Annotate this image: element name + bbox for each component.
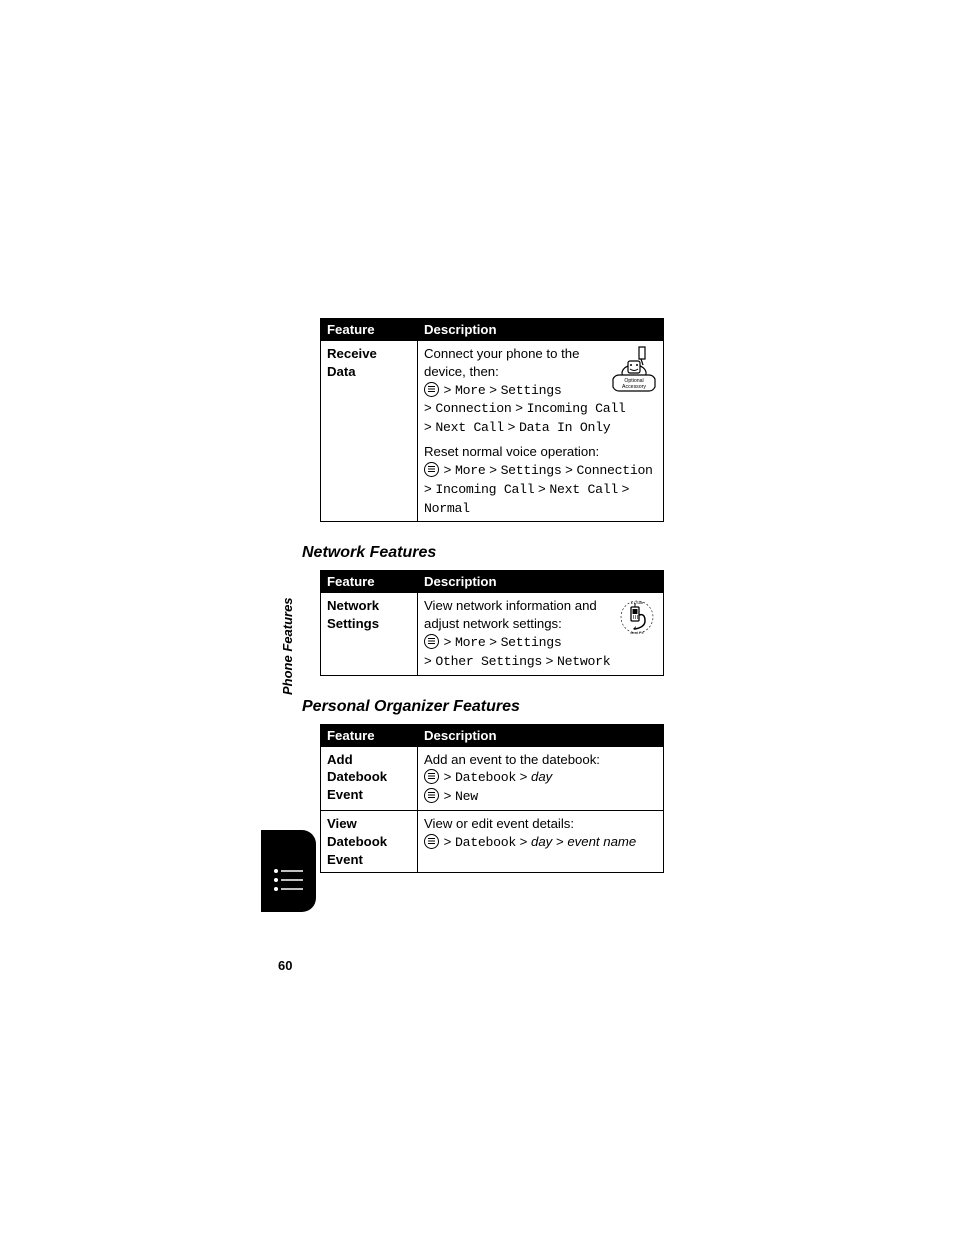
nav: Connection [577,463,653,478]
gt: > [444,382,452,397]
list-icon [273,868,305,894]
nav-var: day [531,834,552,849]
gt: > [622,481,630,496]
gt: > [444,769,452,784]
gt: > [520,834,528,849]
gt: > [424,481,432,496]
content-area: Feature Description Receive Data [320,318,664,873]
nav: More [455,635,485,650]
network-table: Feature Description Network Settings k /… [320,570,664,675]
nav: Settings [501,383,562,398]
page: Phone Features 60 Feature Description Re… [0,0,954,1235]
text: Event [327,852,363,867]
gt: > [546,653,554,668]
section-title-organizer: Personal Organizer Features [302,698,664,716]
gt: > [538,481,546,496]
section-title-network: Network Features [302,544,664,562]
th-description: Description [418,724,664,746]
svg-text:k / Sub: k / Sub [631,600,644,605]
text: Datebook [327,769,387,784]
th-feature: Feature [321,319,418,341]
menu-icon [424,634,439,649]
text: Network [327,598,379,613]
gt: > [515,400,523,415]
nav-var: day [531,769,552,784]
th-feature: Feature [321,724,418,746]
text: Datebook [327,834,387,849]
feature-cell: Add Datebook Event [321,746,418,810]
menu-icon [424,462,439,477]
sidebar-tab [261,830,316,912]
nav: Connection [435,401,511,416]
nav: More [455,383,485,398]
gt: > [508,419,516,434]
nav: Next Call [549,482,618,497]
gt: > [489,382,497,397]
nav: Incoming Call [435,482,534,497]
nav: Settings [501,463,562,478]
th-description: Description [418,571,664,593]
gt: > [444,462,452,477]
nav: Datebook [455,770,516,785]
menu-icon [424,834,439,849]
text: Add [327,752,353,767]
description-cell: View or edit event details: > Datebook >… [418,811,664,873]
gt: > [520,769,528,784]
nav-var: event name [567,834,636,849]
gt: > [444,634,452,649]
network-dependent-badge: k / Sub dent Fe [617,597,657,642]
th-feature: Feature [321,571,418,593]
text: Connect your phone to the device, then: [424,346,579,379]
gt: > [444,788,452,803]
text: View [327,816,357,831]
menu-icon [424,382,439,397]
text: Settings [327,616,379,631]
text: Data [327,364,356,379]
feature-cell: Network Settings [321,593,418,675]
text: Reset normal voice operation: [424,444,599,459]
gt: > [489,462,497,477]
menu-icon [424,769,439,784]
gt: > [424,400,432,415]
gt: > [565,462,573,477]
feature-cell: Receive Data [321,341,418,522]
gt: > [424,653,432,668]
page-number: 60 [278,958,292,973]
optional-accessory-badge: Optional Accessory [611,345,657,393]
feature-cell: View Datebook Event [321,811,418,873]
nav: New [455,789,478,804]
nav: Network [557,654,610,669]
text: Receive [327,346,377,361]
organizer-table: Feature Description Add Datebook Event A… [320,724,664,874]
nav: Incoming Call [527,401,626,416]
nav: More [455,463,485,478]
receive-data-table: Feature Description Receive Data [320,318,664,522]
svg-text:dent Fe: dent Fe [630,630,644,635]
description-cell: Add an event to the datebook: > Datebook… [418,746,664,810]
gt: > [444,834,452,849]
nav: Normal [424,501,470,516]
nav: Settings [501,635,562,650]
text: Add an event to the datebook: [424,752,600,767]
gt: > [556,834,564,849]
text: Event [327,787,363,802]
text: View or edit event details: [424,816,574,831]
nav: Next Call [435,420,504,435]
nav: Data In Only [519,420,610,435]
description-cell: Optional Accessory Connect your phone to… [418,341,664,522]
th-description: Description [418,319,664,341]
gt: > [424,419,432,434]
menu-icon [424,788,439,803]
description-cell: k / Sub dent Fe View network information… [418,593,664,675]
sidebar-section-label: Phone Features [280,597,295,695]
nav: Other Settings [435,654,542,669]
text: View network information and adjust netw… [424,598,597,631]
gt: > [489,634,497,649]
nav: Datebook [455,835,516,850]
svg-text:Accessory: Accessory [622,384,646,390]
